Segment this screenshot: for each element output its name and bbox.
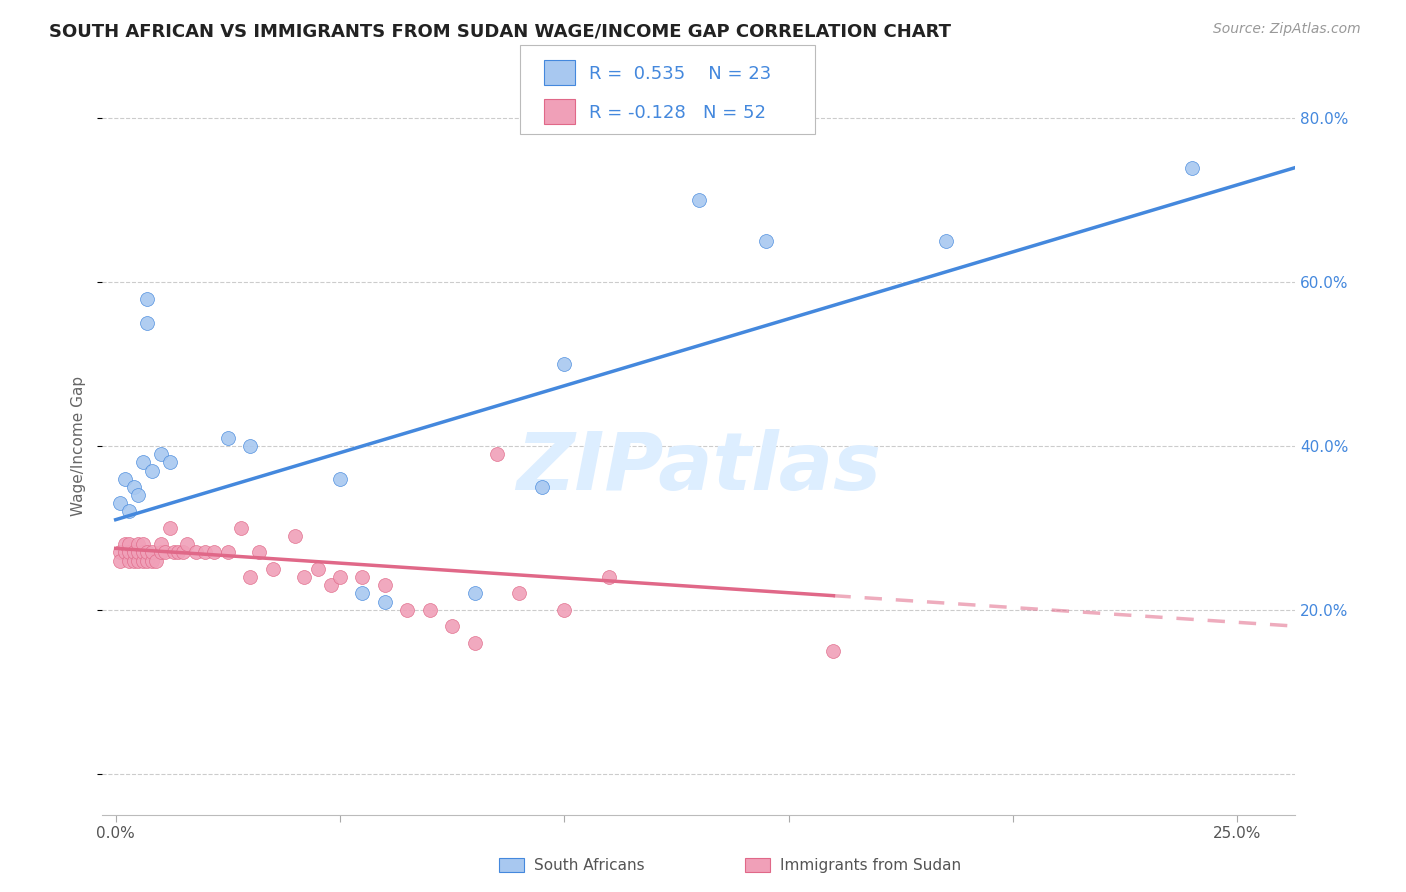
Point [145,554,167,568]
Point [108,545,131,559]
Point [131,537,153,551]
Point [1181,161,1204,175]
Point [186,545,208,559]
Point [159,521,181,535]
Text: R = -0.128   N = 52: R = -0.128 N = 52 [589,104,766,122]
Point [167,545,190,559]
Point [136,316,159,330]
Point [149,545,172,559]
Point [485,447,508,461]
Point [262,562,284,576]
Text: ZIPatlas: ZIPatlas [516,429,882,507]
Point [141,464,163,478]
Point [114,545,136,559]
Point [118,545,141,559]
Text: R =  0.535    N = 23: R = 0.535 N = 23 [589,65,772,83]
Point [374,578,396,592]
Point [352,586,374,600]
Point [307,562,329,576]
Point [239,439,262,453]
Point [114,537,136,551]
Point [217,431,239,445]
Point [292,570,315,584]
Point [108,496,131,510]
Y-axis label: Wage/Income Gap: Wage/Income Gap [72,376,86,516]
Point [396,603,419,617]
Point [755,234,778,248]
Point [122,554,145,568]
Point [153,545,176,559]
Point [127,488,149,502]
Point [127,554,149,568]
Point [127,537,149,551]
Point [352,570,374,584]
Point [122,545,145,559]
Point [108,554,131,568]
Point [935,234,957,248]
Point [231,521,253,535]
Point [598,570,620,584]
Point [319,578,342,592]
Point [202,545,225,559]
Point [329,472,352,486]
Point [136,545,159,559]
Point [176,537,198,551]
Point [239,570,262,584]
Point [131,545,153,559]
Point [149,447,172,461]
Point [553,357,575,371]
Point [823,644,845,658]
Point [508,586,530,600]
Point [127,545,149,559]
Point [441,619,464,633]
Point [136,292,159,306]
Point [329,570,352,584]
Point [131,554,153,568]
Point [530,480,553,494]
Point [553,603,575,617]
Text: Source: ZipAtlas.com: Source: ZipAtlas.com [1213,22,1361,37]
Text: SOUTH AFRICAN VS IMMIGRANTS FROM SUDAN WAGE/INCOME GAP CORRELATION CHART: SOUTH AFRICAN VS IMMIGRANTS FROM SUDAN W… [49,22,952,40]
Point [172,545,194,559]
Point [217,545,239,559]
Point [464,635,486,649]
Text: Immigrants from Sudan: Immigrants from Sudan [780,858,962,872]
Point [284,529,307,543]
Point [141,545,163,559]
Text: South Africans: South Africans [534,858,645,872]
Point [118,504,141,518]
Point [163,545,186,559]
Point [374,594,396,608]
Point [247,545,270,559]
Point [149,537,172,551]
Point [159,455,181,469]
Point [118,554,141,568]
Point [141,554,163,568]
Point [419,603,441,617]
Point [136,554,159,568]
Point [688,194,710,208]
Point [122,480,145,494]
Point [114,472,136,486]
Point [464,586,486,600]
Point [194,545,217,559]
Point [118,537,141,551]
Point [131,455,153,469]
